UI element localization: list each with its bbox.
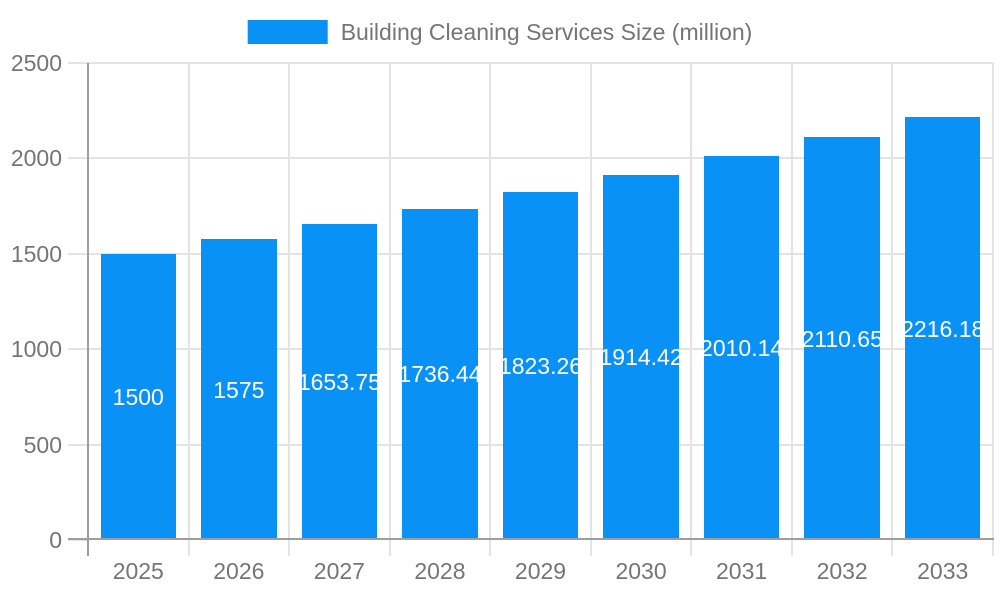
x-axis-label-2029: 2029 (514, 558, 567, 584)
y-gridline (88, 62, 993, 64)
y-axis-tick-label: 1500 (10, 240, 62, 267)
x-axis-tick (489, 540, 492, 556)
x-gridline (790, 63, 793, 540)
plot-area: 0 500 1000 1500 2000 2500 1500 1575 1653.75 1736.… (11, 50, 994, 584)
x-gridline (891, 63, 894, 540)
chart-legend[interactable]: Building Cleaning Services Size (million… (247, 19, 753, 45)
bar-value-label: 2110.65 (804, 325, 880, 352)
y-axis-tick-label: 2500 (10, 50, 62, 76)
x-axis-label-2030: 2030 (615, 558, 667, 584)
bar-2028[interactable]: 1736.44 (402, 208, 478, 540)
y-axis-tick-label: 2000 (10, 145, 62, 172)
y-axis-tick (68, 539, 88, 541)
bar-value-label: 2216.18 (905, 315, 981, 342)
bar-value-label: 1736.44 (402, 361, 478, 388)
bar-value-label: 1500 (112, 383, 164, 410)
bar-value-label: 1575 (213, 376, 265, 403)
bar-2032[interactable]: 2110.65 (804, 137, 880, 540)
y-axis-tick (68, 157, 88, 160)
x-gridline (288, 63, 291, 540)
bar-value-label: 2010.14 (703, 335, 780, 362)
legend-label: Building Cleaning Services Size (million… (340, 19, 753, 45)
bar-2031[interactable]: 2010.14 (703, 156, 780, 540)
x-axis-label-2026: 2026 (213, 558, 265, 584)
x-axis-line (68, 538, 994, 540)
bar-2033[interactable]: 2216.18 (905, 117, 981, 540)
bar-value-label: 1653.75 (301, 369, 378, 396)
x-gridline (187, 63, 190, 540)
x-axis-tick (388, 540, 391, 556)
x-gridline (489, 63, 492, 540)
x-axis-tick (992, 540, 994, 556)
x-axis-tick (790, 540, 793, 556)
x-axis-label-2027: 2027 (313, 558, 365, 584)
y-gridline (88, 157, 993, 160)
x-axis-tick (187, 540, 190, 556)
bar-value-label: 1914.42 (603, 344, 679, 371)
bar-2029[interactable]: 1823.26 (502, 192, 579, 540)
bar-2025[interactable]: 1500 (100, 253, 176, 540)
y-axis-tick (68, 348, 88, 351)
x-gridline (589, 63, 592, 540)
x-gridline (388, 63, 391, 540)
y-axis-tick-label: 1000 (10, 336, 62, 363)
x-axis-tick (288, 540, 291, 556)
bar-value-label: 1823.26 (502, 353, 579, 380)
y-axis-line (87, 63, 89, 556)
y-axis-tick-label: 0 (49, 527, 62, 553)
legend-swatch-icon (247, 20, 328, 44)
x-axis-label-2032: 2032 (816, 558, 868, 584)
x-axis-label-2028: 2028 (414, 558, 466, 584)
x-gridline (992, 63, 994, 540)
y-axis-tick (68, 62, 88, 64)
x-axis-tick (589, 540, 592, 556)
y-axis-tick (68, 252, 88, 255)
y-axis-tick (68, 443, 88, 446)
bar-2030[interactable]: 1914.42 (603, 174, 679, 540)
x-axis-label-2033: 2033 (917, 558, 969, 584)
x-axis-label-2025: 2025 (112, 558, 164, 584)
bar-2026[interactable]: 1575 (201, 239, 277, 540)
bar-2027[interactable]: 1653.75 (301, 224, 378, 540)
x-gridline (690, 63, 693, 540)
y-axis-tick-label: 500 (23, 431, 62, 458)
x-axis-tick (891, 540, 894, 556)
x-axis-label-2031: 2031 (716, 558, 768, 584)
x-axis-tick (690, 540, 693, 556)
